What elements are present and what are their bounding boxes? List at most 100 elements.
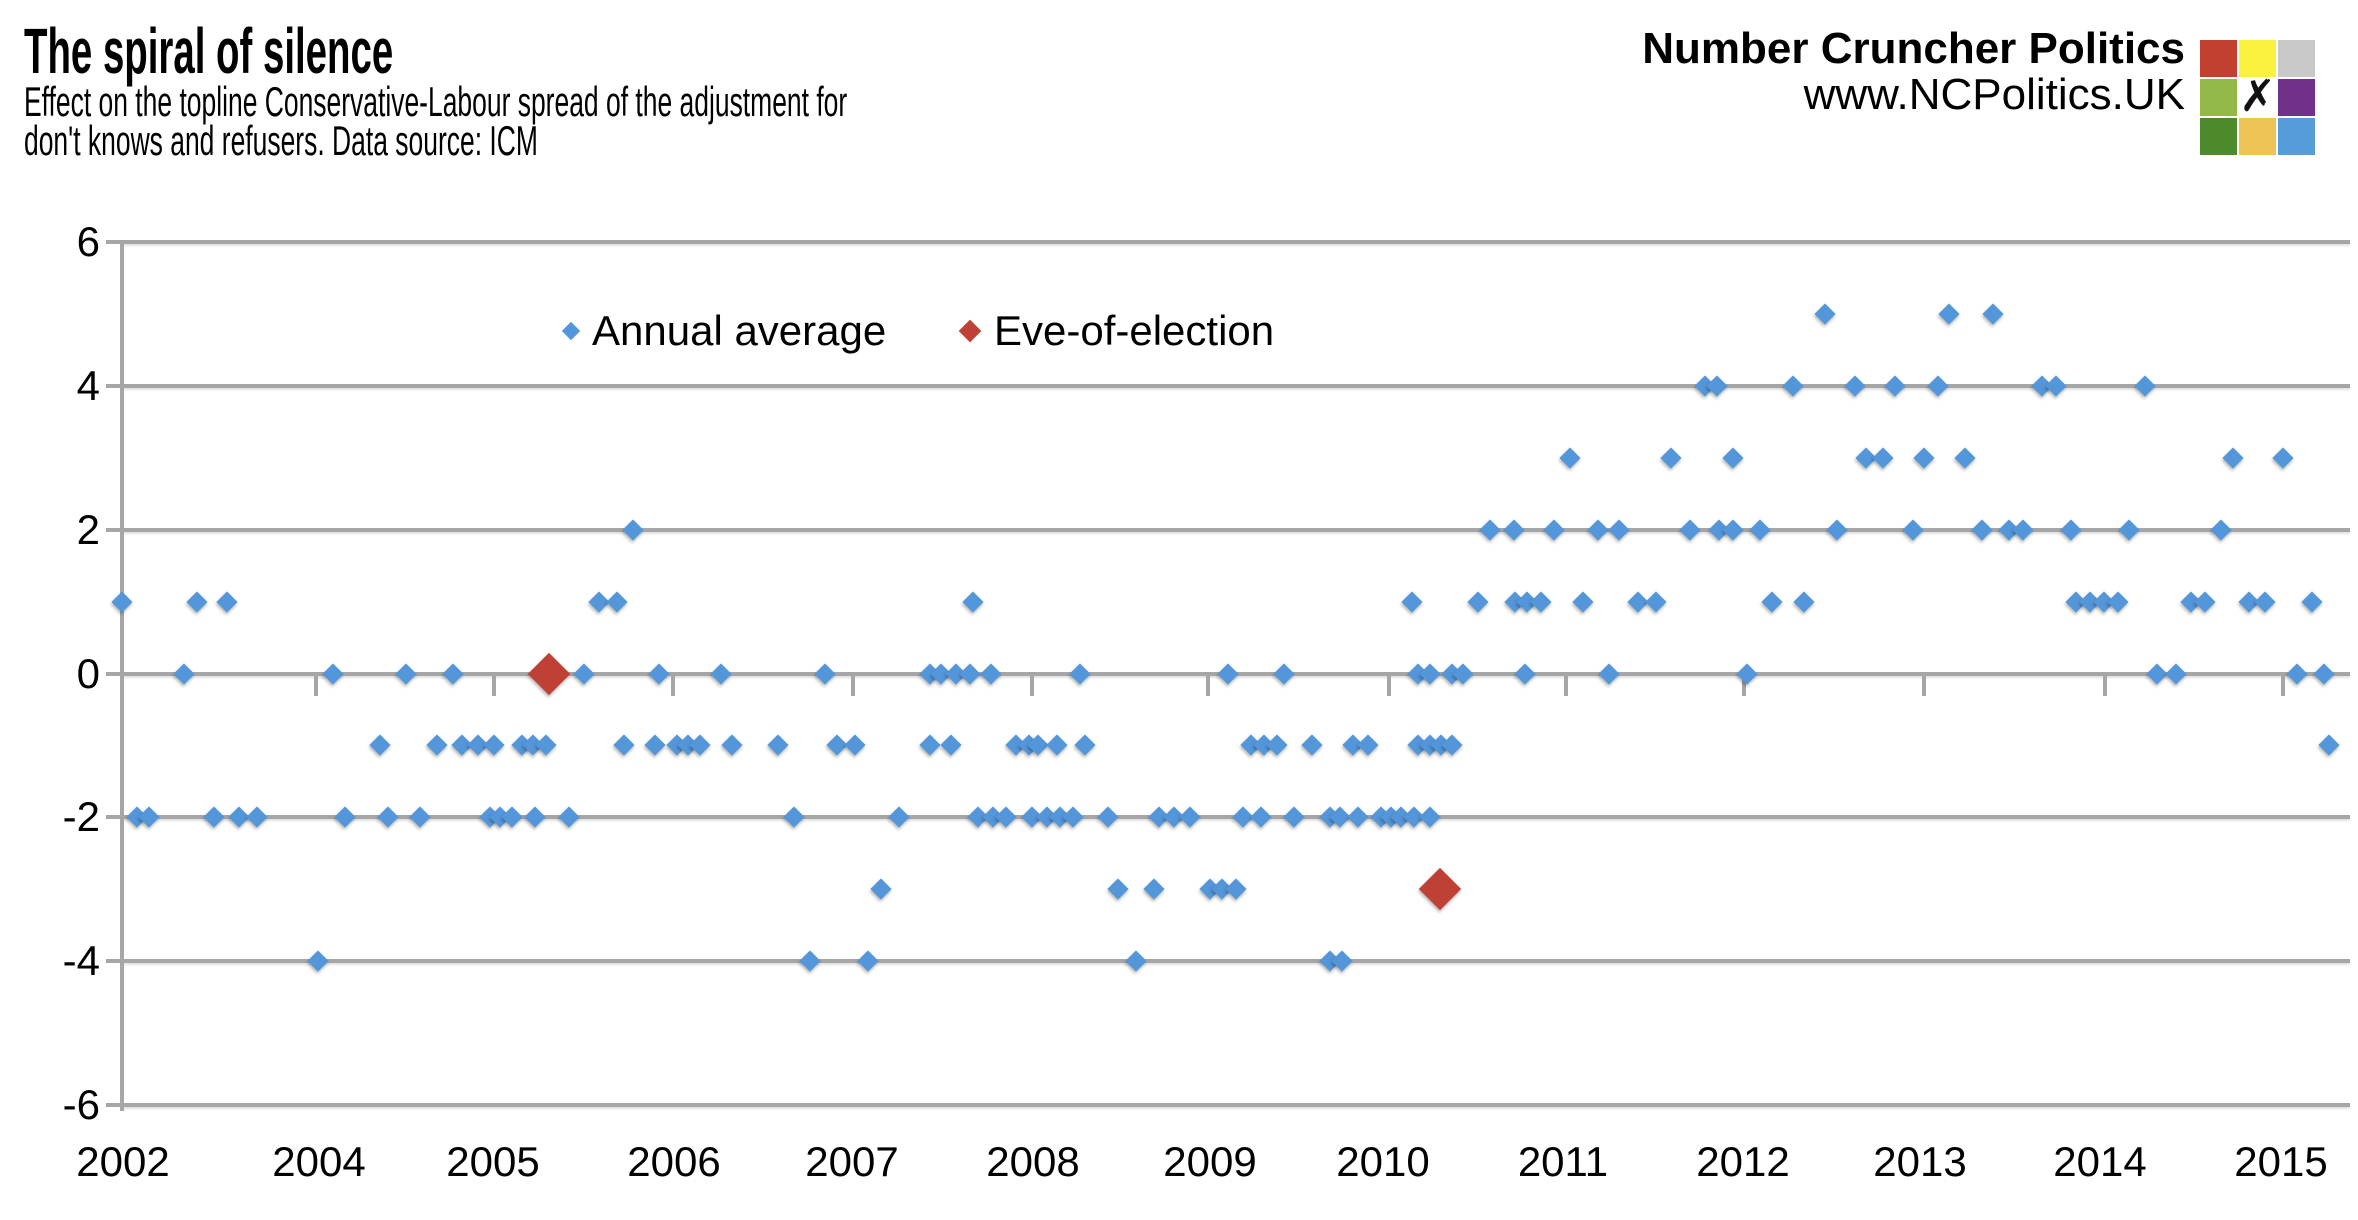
data-point [1514, 662, 1536, 685]
x-axis-year-label: 2007 [805, 1138, 899, 1185]
x-axis-year-label: 2015 [2234, 1138, 2328, 1185]
data-point [1273, 662, 1295, 685]
data-point [1587, 519, 1609, 541]
y-axis-tick [106, 240, 122, 245]
data-point [962, 590, 984, 613]
data-point [1301, 734, 1323, 756]
data-point [369, 734, 391, 756]
data-point [2012, 519, 2034, 541]
data-point [216, 590, 238, 613]
data-point [442, 662, 464, 685]
x-axis-year-label: 2005 [446, 1138, 540, 1185]
x-axis-tick [314, 673, 318, 696]
x-axis-tick [671, 673, 675, 696]
data-point [2060, 519, 2082, 541]
data-point [814, 662, 836, 685]
data-point [2210, 519, 2232, 541]
data-point [888, 806, 910, 828]
data-point [689, 734, 711, 756]
y-axis-tick [106, 383, 122, 388]
data-point [1645, 590, 1667, 613]
x-axis-tick [2281, 673, 2285, 696]
x-axis-year-label: 2012 [1696, 1138, 1790, 1185]
y-axis-tick [106, 527, 122, 532]
legend-label-eve-of-election: Eve-of-election [994, 307, 1275, 354]
data-point [1844, 375, 1866, 397]
data-point [203, 806, 225, 828]
data-point [1660, 447, 1682, 469]
data-point [395, 662, 417, 685]
y-axis-tick [106, 671, 122, 676]
x-axis-year-label: 2002 [76, 1138, 170, 1185]
data-point [1225, 878, 1247, 900]
page-title: The spiral of silence [24, 15, 394, 87]
data-point [2286, 662, 2308, 685]
logo-cell [2278, 118, 2315, 155]
data-point [1530, 590, 1552, 613]
data-point [844, 734, 866, 756]
x-axis-tick [1564, 673, 1568, 696]
gridline [122, 527, 2350, 532]
data-point [1125, 950, 1147, 972]
x-axis-tick [492, 673, 496, 696]
data-point [1559, 447, 1581, 469]
data-point [1046, 734, 1068, 756]
data-point [1913, 447, 1935, 469]
data-point [710, 662, 732, 685]
data-point [2045, 375, 2067, 397]
data-point [767, 734, 789, 756]
data-point [1722, 447, 1744, 469]
data-point [1608, 519, 1630, 541]
data-point [1266, 734, 1288, 756]
data-point [1793, 590, 1815, 613]
eve-of-election-point [1418, 867, 1462, 911]
data-point [1347, 806, 1369, 828]
data-point [1467, 590, 1489, 613]
data-point [1572, 590, 1594, 613]
data-point [307, 950, 329, 972]
data-point [2107, 590, 2129, 613]
data-point [1479, 519, 1501, 541]
y-axis-tick-label: -6 [62, 1080, 100, 1128]
y-axis-tick-label: 2 [76, 505, 100, 553]
data-point [1902, 519, 1924, 541]
data-point [524, 806, 546, 828]
data-point [799, 950, 821, 972]
chart-subtitle: Effect on the topline Conservative-Labou… [24, 78, 848, 162]
data-point [186, 590, 208, 613]
data-point [1971, 519, 1993, 541]
data-point [919, 734, 941, 756]
data-point [1401, 590, 1423, 613]
data-point [1598, 662, 1620, 685]
data-point [1761, 590, 1783, 613]
data-point [558, 806, 580, 828]
data-point [426, 734, 448, 756]
x-axis-tick [851, 673, 855, 696]
subtitle-line-1: Effect on the topline Conservative-Labou… [24, 78, 848, 125]
data-point [334, 806, 356, 828]
eve-of-election-point [527, 652, 571, 695]
x-axis-year-label: 2014 [2053, 1138, 2147, 1185]
gridline [122, 1102, 2350, 1107]
logo-cell [2278, 40, 2315, 77]
data-point [1357, 734, 1379, 756]
data-point [1826, 519, 1848, 541]
data-point [1217, 662, 1239, 685]
data-point [1097, 806, 1119, 828]
gridline [122, 383, 2350, 388]
y-axis-line [120, 240, 124, 1111]
data-point [1250, 806, 1272, 828]
data-point [940, 734, 962, 756]
y-axis-tick-label: -2 [62, 793, 100, 841]
data-point [2272, 447, 2294, 469]
legend-label-annual-average: Annual average [592, 307, 887, 354]
logo-cell [2239, 40, 2276, 77]
data-point [721, 734, 743, 756]
data-point [1749, 519, 1771, 541]
x-axis-year-label: 2011 [1517, 1138, 1609, 1185]
data-point [1283, 806, 1305, 828]
data-point [995, 806, 1017, 828]
logo-cell [2200, 79, 2237, 116]
data-point [648, 662, 670, 685]
